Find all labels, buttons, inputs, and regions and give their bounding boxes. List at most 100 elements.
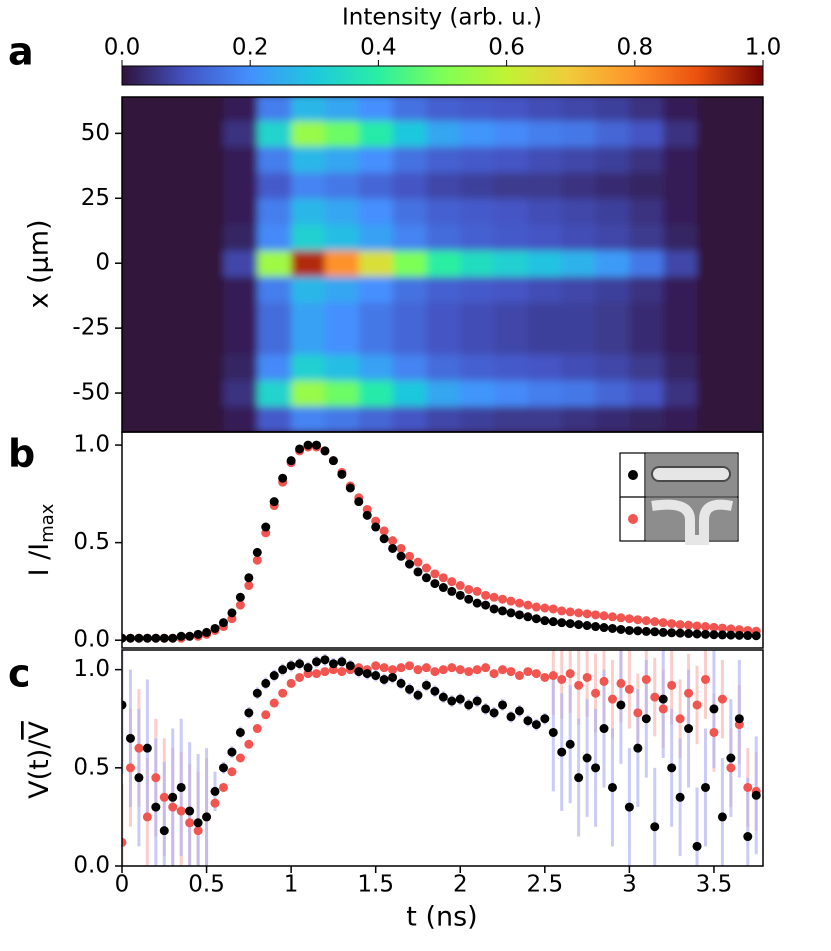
data-point: [599, 611, 609, 621]
heatmap-cell: [122, 406, 157, 432]
data-point: [574, 620, 584, 630]
data-point: [692, 841, 702, 851]
panel-errorscatter: 0.0 0.5 1.0 0 0.5 1 1.5 2 2.5 3 3.5: [73, 649, 764, 898]
data-point: [582, 621, 592, 631]
data-point: [498, 594, 508, 604]
data-point: [193, 629, 203, 639]
heatmap-cell: [155, 172, 191, 199]
y-tick-label: 0.5: [73, 754, 110, 780]
heatmap-cell: [595, 97, 630, 121]
data-point: [176, 806, 186, 816]
data-point: [616, 613, 626, 623]
data-point: [591, 763, 601, 773]
x-tick-label: 2: [453, 872, 468, 898]
heatmap-cell: [426, 146, 461, 173]
data-point: [345, 661, 355, 671]
data-point: [193, 818, 203, 828]
data-point: [379, 534, 389, 544]
data-point: [548, 727, 558, 737]
data-point: [743, 782, 753, 792]
heatmap-cell: [155, 97, 191, 121]
data-point: [210, 623, 220, 633]
heatmap-cell: [527, 302, 563, 329]
data-point: [405, 661, 415, 671]
heatmap-cell: [460, 120, 495, 147]
data-point: [252, 724, 262, 734]
heatmap-cell: [561, 406, 597, 432]
heatmap-cell: [629, 172, 664, 199]
heatmap-cell: [189, 406, 224, 432]
data-point: [455, 665, 465, 675]
heatmap-cell: [291, 328, 326, 355]
data-point: [709, 622, 719, 632]
data-point: [421, 563, 431, 573]
heatmap-cell: [629, 380, 664, 407]
heatmap-cell: [730, 120, 763, 147]
heatmap-cell: [494, 146, 529, 173]
data-point: [692, 629, 702, 639]
data-point: [295, 672, 305, 682]
heatmap-cell: [392, 172, 427, 199]
colorbar-tick-label: 0.4: [360, 35, 397, 61]
heatmap-cell: [494, 224, 529, 251]
data-point: [624, 684, 634, 694]
data-point: [235, 600, 245, 610]
data-point: [717, 812, 727, 822]
data-point: [218, 763, 228, 773]
data-point: [514, 610, 524, 620]
heatmap-cell: [697, 302, 732, 329]
heatmap-cell: [358, 380, 394, 407]
data-point: [303, 663, 313, 673]
heatmap-cell: [324, 146, 360, 173]
data-point: [489, 708, 499, 718]
data-point: [709, 630, 719, 640]
data-point: [269, 497, 279, 507]
data-point: [252, 547, 262, 557]
y-axis-label-main: I /I: [24, 543, 55, 577]
data-point: [354, 667, 364, 677]
heatmap-cell: [460, 172, 495, 199]
data-point: [337, 657, 347, 667]
heatmap-cell: [460, 198, 495, 225]
heatmap-cell: [629, 146, 664, 173]
heatmap-cell: [392, 276, 427, 303]
data-point: [159, 633, 169, 643]
data-point: [743, 631, 753, 641]
data-point: [481, 600, 491, 610]
data-point: [548, 617, 558, 627]
heatmap-cell: [426, 120, 461, 147]
heatmap-cell: [155, 354, 191, 381]
data-point: [252, 555, 262, 565]
data-point: [582, 609, 592, 619]
heatmap-cell: [663, 120, 698, 147]
heatmap-cell: [358, 198, 394, 225]
heatmap-cell: [595, 276, 630, 303]
data-point: [295, 659, 305, 669]
heatmap-cell: [460, 302, 495, 329]
plots: 0.0 0.2 0.4 0.6 0.8 1.050250-25-500.00.51.00.…: [72, 35, 781, 898]
data-point: [692, 621, 702, 631]
data-point: [134, 743, 144, 753]
heatmap-cell: [730, 380, 763, 407]
heatmap-cell: [494, 172, 529, 199]
data-point: [235, 753, 245, 763]
data-point: [751, 631, 761, 641]
data-point: [514, 671, 524, 681]
heatmap-cell: [324, 328, 360, 355]
x-tick-label: 1: [284, 872, 299, 898]
heatmap-cell: [460, 250, 495, 277]
data-point: [540, 672, 550, 682]
heatmap-cell: [697, 146, 732, 173]
data-point: [650, 822, 660, 832]
heatmap-cell: [189, 276, 224, 303]
heatmap-cell: [561, 224, 597, 251]
heatmap-cell: [426, 198, 461, 225]
heatmap-cell: [223, 198, 258, 225]
heatmap-cell: [122, 172, 157, 199]
heatmap-cell: [527, 354, 563, 381]
data-point: [540, 616, 550, 626]
heatmap-cell: [460, 97, 495, 121]
y-axis-label: V(t)/V: [24, 721, 55, 799]
inset-structure: [651, 466, 731, 482]
data-point: [531, 669, 541, 679]
